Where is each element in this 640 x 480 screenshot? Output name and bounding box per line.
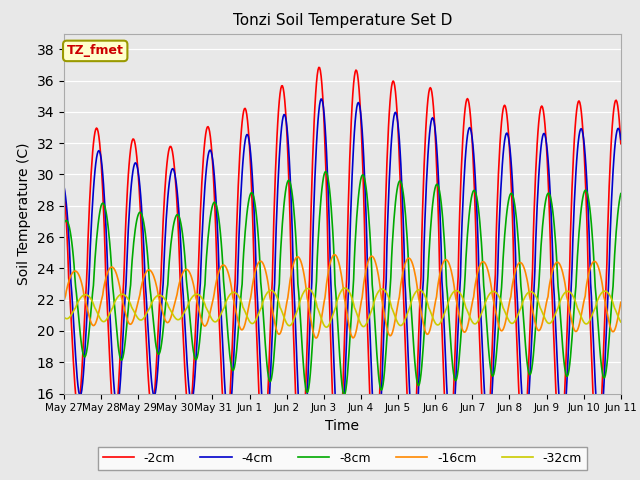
X-axis label: Time: Time [325, 419, 360, 433]
-2cm [214, 278, 221, 284]
-16cm [127, 321, 135, 327]
-4cm [428, 116, 436, 121]
-4cm [317, 96, 325, 102]
-16cm [617, 300, 625, 305]
Title: Tonzi Soil Temperature Set D: Tonzi Soil Temperature Set D [233, 13, 452, 28]
-32cm [214, 318, 221, 324]
-2cm [412, 417, 419, 423]
-4cm [336, 459, 344, 465]
Line: -2cm: -2cm [64, 67, 621, 480]
-16cm [312, 335, 320, 341]
-4cm [617, 136, 625, 142]
-32cm [127, 304, 135, 310]
-8cm [214, 206, 221, 212]
-2cm [617, 141, 625, 146]
-16cm [60, 298, 68, 303]
-4cm [412, 436, 419, 442]
-8cm [70, 263, 78, 268]
-8cm [322, 168, 330, 174]
-2cm [184, 407, 192, 413]
-4cm [214, 223, 221, 229]
-8cm [340, 392, 348, 398]
Line: -32cm: -32cm [64, 288, 621, 327]
-32cm [412, 289, 419, 295]
-8cm [127, 269, 135, 275]
-16cm [214, 274, 221, 280]
-2cm [70, 371, 78, 376]
Line: -16cm: -16cm [64, 255, 621, 338]
Line: -4cm: -4cm [64, 99, 621, 462]
-4cm [184, 372, 192, 378]
-32cm [428, 312, 436, 318]
-16cm [184, 267, 192, 273]
-4cm [60, 184, 68, 190]
-2cm [428, 89, 436, 95]
-16cm [428, 319, 436, 324]
-8cm [60, 221, 68, 227]
-32cm [341, 285, 349, 291]
-8cm [617, 191, 625, 196]
-32cm [323, 324, 330, 330]
-4cm [70, 328, 78, 334]
-32cm [184, 302, 192, 308]
-32cm [70, 307, 78, 313]
-16cm [412, 274, 419, 280]
-16cm [70, 268, 78, 274]
Text: TZ_fmet: TZ_fmet [67, 44, 124, 58]
-8cm [184, 292, 192, 298]
-8cm [428, 210, 436, 216]
-2cm [60, 185, 68, 191]
-2cm [127, 141, 135, 147]
-16cm [330, 252, 338, 258]
-32cm [617, 319, 625, 325]
-8cm [412, 368, 419, 373]
Legend: -2cm, -4cm, -8cm, -16cm, -32cm: -2cm, -4cm, -8cm, -16cm, -32cm [97, 447, 588, 469]
-32cm [60, 314, 68, 320]
-4cm [127, 181, 135, 187]
-2cm [315, 64, 323, 70]
Line: -8cm: -8cm [64, 171, 621, 395]
Y-axis label: Soil Temperature (C): Soil Temperature (C) [17, 143, 31, 285]
